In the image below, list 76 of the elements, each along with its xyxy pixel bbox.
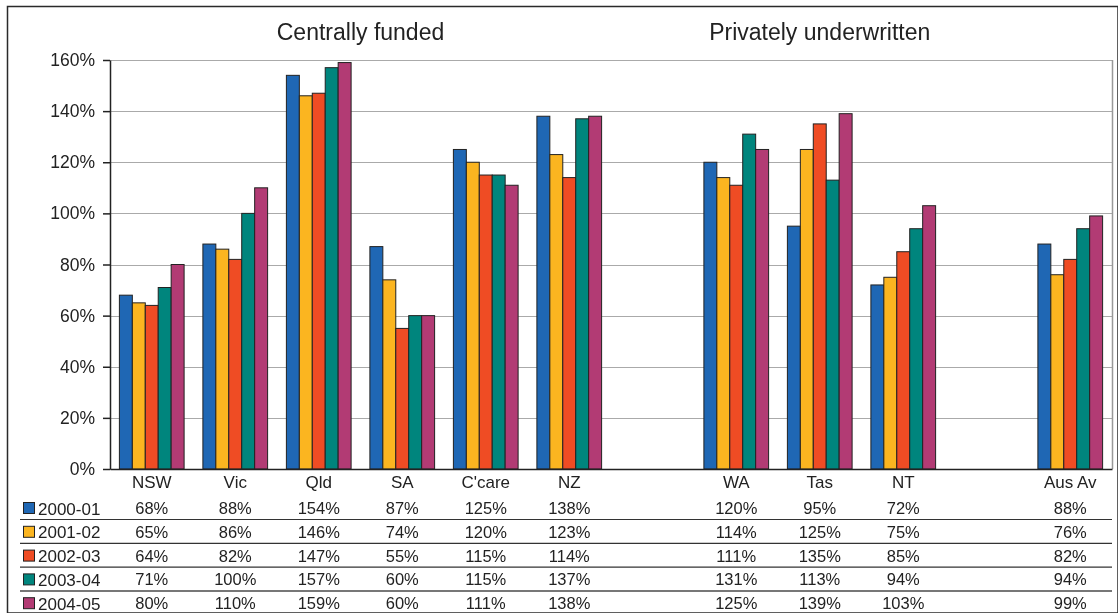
- data-label: 64%: [135, 546, 169, 565]
- data-label: 125%: [798, 522, 842, 541]
- data-label: 88%: [218, 499, 253, 517]
- y-tick-label: 0%: [69, 459, 95, 480]
- data-label: 82%: [218, 546, 253, 565]
- data-label: 131%: [715, 570, 758, 589]
- data-label: 114%: [548, 546, 591, 565]
- data-label: 86%: [218, 522, 253, 541]
- data-label: 120%: [464, 522, 508, 541]
- text: Centrally funded: [276, 19, 445, 45]
- data-label: 60%: [385, 570, 420, 589]
- data-label: 113%: [799, 570, 841, 589]
- data-label: 139%: [798, 594, 842, 613]
- data-label: 103%: [882, 594, 925, 613]
- x-tick-label: SA: [390, 473, 415, 493]
- data-label: 114%: [715, 522, 758, 541]
- data-label: 65%: [135, 522, 169, 541]
- data-label: 60%: [385, 594, 420, 613]
- x-tick-label: NZ: [557, 473, 581, 493]
- data-label: 80%: [135, 594, 169, 613]
- data-label: 115%: [465, 546, 507, 565]
- y-tick-label: 20%: [59, 407, 95, 428]
- x-tick-label: NSW: [131, 473, 172, 493]
- data-label: 95%: [803, 499, 837, 517]
- y-tick-label: 140%: [50, 101, 95, 122]
- data-label: 147%: [297, 546, 341, 565]
- y-tick-label: 80%: [59, 254, 95, 275]
- data-label: 120%: [715, 499, 758, 517]
- data-label: 137%: [548, 570, 591, 589]
- data-label: 111%: [465, 594, 506, 613]
- x-tick-label: NT: [891, 473, 915, 493]
- y-tick-label: 160%: [50, 50, 95, 71]
- data-label: 115%: [465, 570, 507, 589]
- y-tick-label: 100%: [50, 203, 95, 224]
- data-label: 110%: [214, 594, 257, 613]
- data-label: 99%: [1053, 594, 1088, 613]
- legend-label: 2000-01: [38, 499, 101, 519]
- data-label: 138%: [548, 594, 591, 613]
- data-label: 111%: [716, 546, 757, 565]
- x-tick-label: Vic: [223, 473, 248, 493]
- legend-label: 2004-05: [38, 594, 101, 613]
- data-label: 123%: [548, 522, 591, 541]
- data-label: 157%: [297, 570, 341, 589]
- x-tick-label: Tas: [806, 473, 833, 493]
- data-label: 146%: [297, 522, 341, 541]
- data-label: 138%: [548, 499, 591, 517]
- data-label: 82%: [1053, 546, 1088, 565]
- x-tick-label: Qld: [305, 473, 332, 493]
- y-tick-label: 40%: [59, 356, 95, 377]
- legend-label: 2001-02: [38, 523, 101, 543]
- data-label: 68%: [135, 499, 169, 517]
- data-label: 87%: [385, 499, 420, 517]
- data-label: 125%: [464, 499, 508, 517]
- data-label: 94%: [886, 570, 921, 589]
- data-label: 85%: [886, 546, 921, 565]
- data-label: 74%: [385, 522, 420, 541]
- data-label: 71%: [135, 570, 169, 589]
- data-label: 88%: [1053, 499, 1088, 517]
- data-label: 154%: [297, 499, 341, 517]
- legend-label: 2003-04: [38, 570, 101, 590]
- legend-label: 2002-03: [38, 547, 101, 567]
- data-label: 100%: [214, 570, 257, 589]
- y-tick-label: 120%: [50, 152, 95, 173]
- x-tick-label: C'care: [461, 473, 511, 493]
- data-label: 75%: [886, 522, 921, 541]
- text: Privately underwritten: [709, 19, 931, 45]
- data-label: 135%: [798, 546, 842, 565]
- x-tick-label: Aus Av: [1043, 473, 1098, 493]
- data-label: 55%: [385, 546, 420, 565]
- data-label: 159%: [297, 594, 341, 613]
- x-tick-label: WA: [722, 473, 751, 493]
- data-label: 72%: [886, 499, 921, 517]
- data-label: 94%: [1053, 570, 1088, 589]
- data-label: 125%: [715, 594, 758, 613]
- y-tick-label: 60%: [59, 305, 95, 326]
- data-label: 76%: [1053, 522, 1088, 541]
